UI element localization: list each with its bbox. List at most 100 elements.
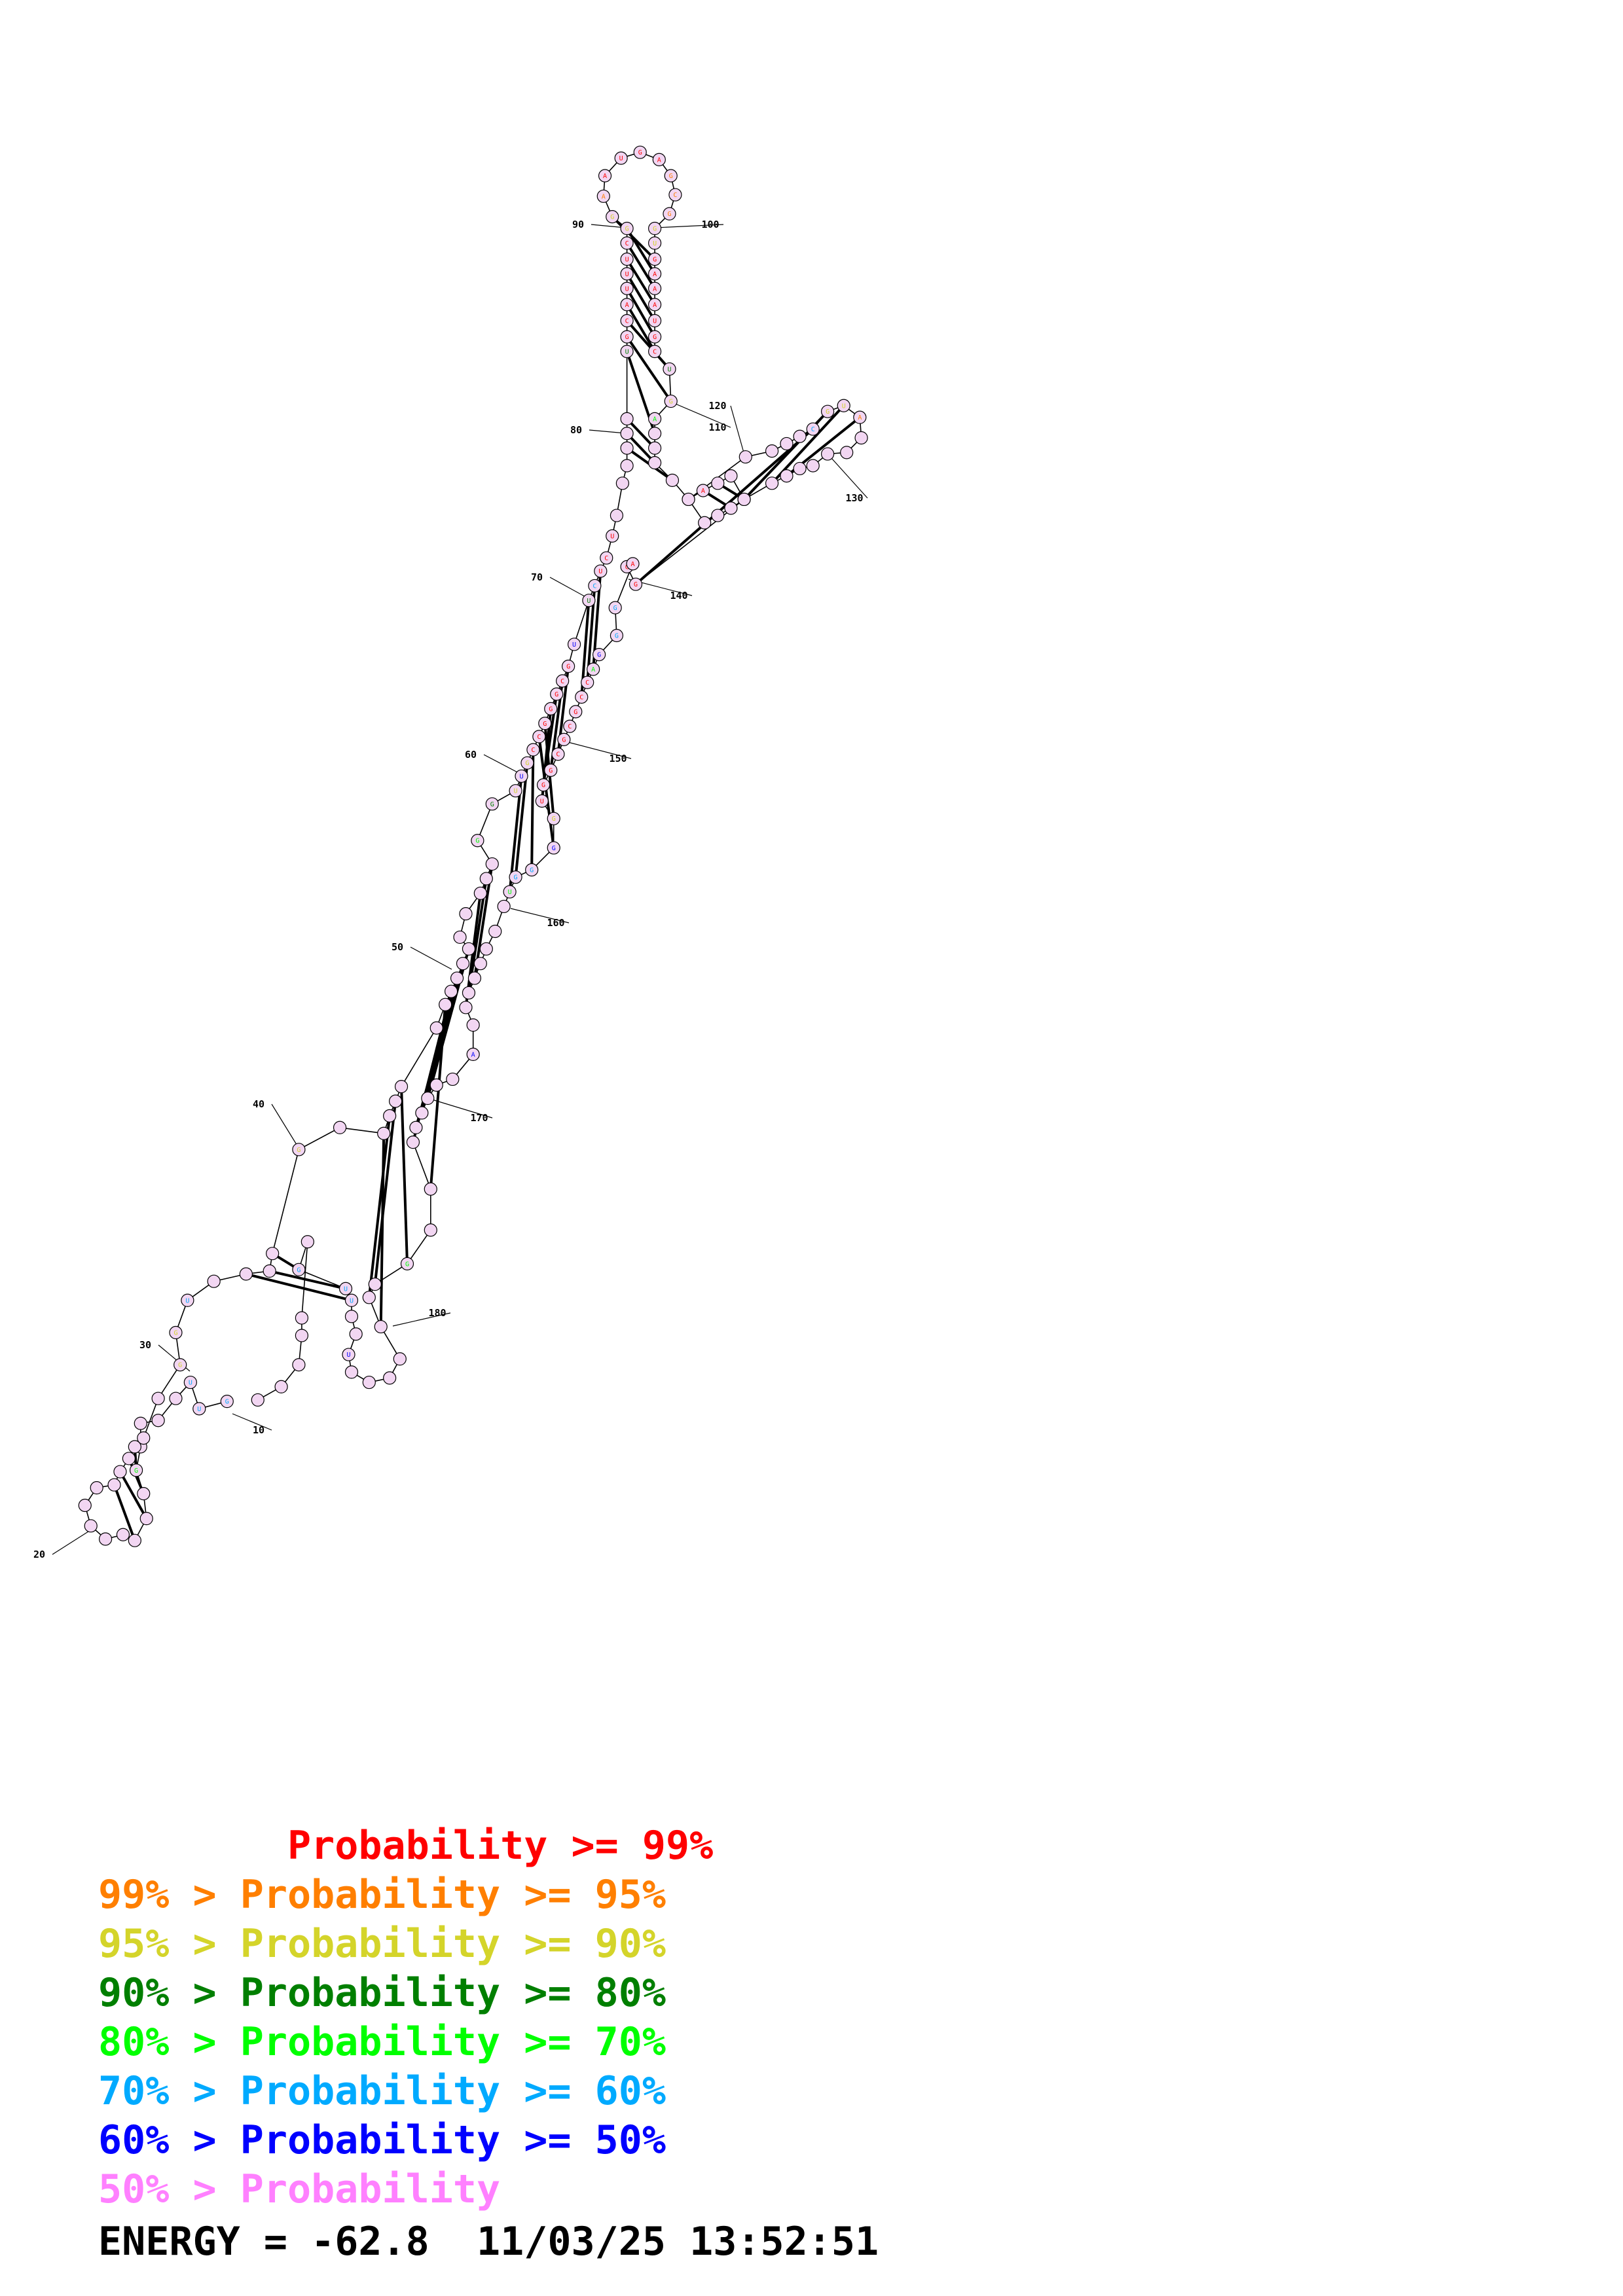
nucleotide-circle [598,169,612,183]
nucleotide [107,1478,121,1492]
nucleotide-circle [383,1371,397,1385]
nucleotide [263,1264,276,1278]
nucleotide-circle [266,1247,280,1261]
base-pair-bond [625,258,656,306]
nucleotide-letter: G [549,706,553,713]
nucleotide-circle [421,1091,435,1105]
nucleotide-circle [806,459,820,473]
nucleotide [780,437,793,451]
nucleotide-letter: G [134,1467,138,1475]
nucleotide-letter: A [471,1051,475,1058]
nucleotide-nodes: GUUGGGUGGGUUGCCGGGCGUUCUCUUGCAUUUCGGAAUG… [78,145,868,1547]
nucleotide: C [551,747,565,761]
nucleotide [388,1094,403,1108]
nucleotide-circle [173,1358,187,1372]
nucleotide-letter: C [556,751,560,759]
nucleotide-letter: U [350,1297,354,1304]
nucleotide-letter: G [566,664,570,671]
nucleotide-letter: C [560,678,564,685]
nucleotide: G [664,394,678,408]
nucleotide-circle [113,1465,127,1479]
position-label: 20 [33,1549,45,1560]
nucleotide-circle [665,473,680,487]
nucleotide-circle [122,1452,136,1465]
nucleotide: U [620,344,634,359]
nucleotide-circle [471,834,484,848]
nucleotide-circle [620,441,634,455]
nucleotide-letter: A [602,193,606,200]
nucleotide: G [169,1325,183,1340]
nucleotide-circle [450,971,464,985]
position-label: 100 [701,219,719,230]
nucleotide-circle [393,1352,407,1366]
position-labels: 10 20 30 40 50 60 70 80 90 100 110 120 130 140 150 160 1… [33,219,864,1560]
nucleotide-circle [648,427,662,440]
nucleotide-circle [181,1293,194,1307]
nucleotide [421,1091,435,1105]
nucleotide-circle [509,784,522,798]
nucleotide [122,1452,136,1465]
nucleotide [393,1352,407,1366]
nucleotide-circle [183,1375,197,1390]
nucleotide: C [532,730,546,744]
base-pair-bonds [113,215,861,1541]
nucleotide-letter: C [537,734,541,741]
nucleotide: G [664,169,678,183]
nucleotide-circle [362,1291,376,1304]
base-pair-bond [119,1471,148,1520]
nucleotide-letter: G [653,226,657,233]
nucleotide-circle [648,221,662,236]
nucleotide-circle [561,659,575,673]
nucleotide: U [503,885,517,899]
nucleotide [793,461,807,476]
nucleotide-letter: G [613,605,617,612]
nucleotide-circle [587,662,600,676]
position-label: 170 [470,1112,488,1124]
nucleotide-circle [648,267,662,281]
nucleotide-circle [793,461,807,476]
nucleotide-letter: G [826,408,830,416]
nucleotide-letter: U [625,348,629,355]
nucleotide [139,1512,153,1526]
nucleotide: G [608,601,622,615]
nucleotide [724,501,738,515]
nucleotide [711,509,725,522]
nucleotide [737,492,751,507]
nucleotide [724,469,738,483]
nucleotide: A [648,267,662,281]
base-pair-bond [373,1101,397,1285]
nucleotide-circle [374,1319,388,1334]
nucleotide [137,1487,151,1501]
nucleotide: G [525,863,539,877]
position-label: 10 [253,1424,264,1436]
nucleotide-circle [295,1311,308,1325]
nucleotide-letter: C [653,348,657,355]
nucleotide [424,1223,437,1237]
nucleotide-circle [207,1274,221,1288]
nucleotide-circle [724,501,738,515]
nucleotide-letter: A [858,414,862,422]
nucleotide: U [837,399,850,412]
position-label-leaders [52,224,868,1555]
base-pair-bond [530,749,535,870]
nucleotide-circle [462,942,476,956]
nucleotide-circle [151,1414,165,1427]
nucleotide-letter: G [490,801,494,808]
nucleotide [485,857,499,871]
nucleotide: A [648,412,662,425]
nucleotide-circle [551,747,565,761]
base-pair-bond [113,1484,136,1541]
nucleotide-letter: U [625,271,629,278]
nucleotide-letter: A [653,271,657,278]
nucleotide-circle [854,431,868,445]
nucleotide: G [544,763,558,777]
nucleotide: G [485,797,499,811]
position-leader-line [392,1312,451,1327]
nucleotide-circle [538,717,552,730]
nucleotide-letter: G [530,867,534,874]
nucleotide-circle [633,145,647,159]
nucleotide: A [620,298,634,312]
nucleotide: G [173,1358,187,1372]
nucleotide-letter: A [631,561,635,568]
energy-timestamp: ENERGY = -62.8 11/03/25 13:52:51 [98,2219,879,2265]
